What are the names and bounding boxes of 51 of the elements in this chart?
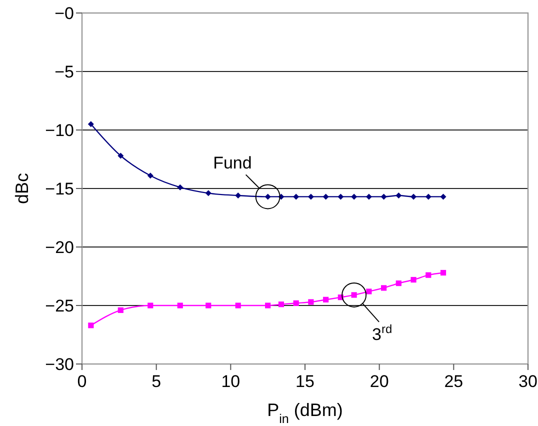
point [118, 307, 124, 313]
y-tick-label: −0 [54, 4, 74, 23]
point [322, 194, 329, 200]
point [425, 194, 432, 200]
point [380, 285, 387, 291]
point [88, 322, 94, 328]
point [308, 299, 314, 305]
point [205, 190, 212, 196]
point [118, 152, 124, 159]
point [88, 121, 94, 128]
annotation: Fund [213, 154, 252, 173]
x-tick-label: 30 [518, 372, 538, 391]
x-tick-label: 5 [152, 372, 162, 391]
y-tick-label: −30 [45, 354, 74, 374]
y-tick-label: −20 [45, 238, 74, 257]
point [351, 194, 358, 200]
point [235, 302, 241, 308]
point [396, 192, 402, 199]
point [396, 280, 402, 286]
point [440, 194, 446, 200]
point [338, 194, 344, 200]
annotation: 3$^{rd}$ [372, 322, 392, 344]
point [380, 194, 387, 200]
point [308, 194, 314, 200]
point [177, 302, 183, 308]
y-tick-label: −10 [45, 120, 74, 140]
point [147, 172, 154, 179]
point [410, 276, 416, 283]
point [440, 270, 446, 276]
point [366, 288, 372, 294]
x-tick-label: 20 [370, 372, 389, 391]
y-tick-label: −15 [45, 179, 74, 198]
point [177, 184, 184, 190]
point [426, 272, 432, 278]
point [265, 302, 271, 308]
x-tick-label: 0 [77, 372, 87, 391]
point [293, 194, 300, 200]
y-axis-title: dBc [12, 172, 32, 204]
y-tick-label: −5 [54, 62, 74, 82]
y-tick-label: −25 [45, 296, 74, 316]
point [293, 300, 299, 306]
x-tick-label: 25 [444, 372, 464, 391]
x-tick-label: 15 [296, 372, 314, 391]
point [323, 296, 329, 302]
point [410, 194, 417, 200]
x-axis-title: P$_{in}$ (dBm) [267, 400, 343, 426]
x-tick-label: 10 [221, 372, 240, 391]
point [148, 302, 154, 308]
point [206, 302, 212, 308]
point [366, 194, 372, 200]
point [278, 302, 284, 308]
